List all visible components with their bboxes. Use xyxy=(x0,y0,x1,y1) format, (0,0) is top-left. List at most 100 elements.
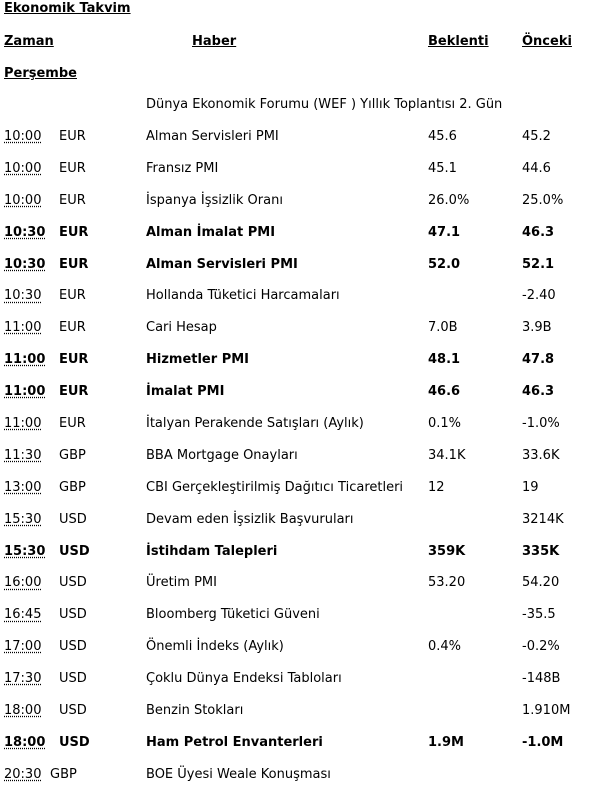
row-currency: USD xyxy=(59,543,90,559)
row-previous: 52.1 xyxy=(522,256,555,272)
row-time: 11:00 xyxy=(4,416,42,432)
table-row: 10:30 EUR Hollanda Tüketici Harcamaları -2.… xyxy=(0,288,599,320)
row-previous: 46.3 xyxy=(522,384,555,400)
row-event: Çoklu Dünya Endeksi Tabloları xyxy=(146,671,342,687)
row-expected: 34.1K xyxy=(428,447,466,463)
row-previous: 46.3 xyxy=(522,224,555,240)
header-event: Haber xyxy=(192,34,237,49)
row-time: 15:30 xyxy=(4,543,46,559)
row-currency: EUR xyxy=(59,129,86,144)
row-event: Cari Hesap xyxy=(146,320,217,336)
table-row: 15:30 USD İstihdam Talepleri 359K 335K xyxy=(0,544,599,576)
row-expected: 0.1% xyxy=(428,416,462,432)
row-event: İspanya İşsizlik Oranı xyxy=(146,192,283,208)
row-time: 18:00 xyxy=(4,734,46,750)
table-row: 11:00 EUR İmalat PMI 46.6 46.3 xyxy=(0,384,599,416)
row-currency: EUR xyxy=(59,352,89,368)
row-currency: GBP xyxy=(59,447,86,463)
row-expected: 52.0 xyxy=(428,256,461,272)
row-time: 11:00 xyxy=(4,320,42,336)
table-row: 11:00 EUR Cari Hesap 7.0B 3.9B xyxy=(0,320,599,352)
row-time: 10:30 xyxy=(4,288,42,304)
row-expected: 46.6 xyxy=(428,384,461,400)
row-currency: USD xyxy=(59,511,87,527)
row-previous: -0.2% xyxy=(522,639,560,655)
row-event: Alman İmalat PMI xyxy=(146,224,276,240)
row-event: Fransız PMI xyxy=(146,160,219,176)
table-row: 16:00 USD Üretim PMI 53.20 54.20 xyxy=(0,575,599,607)
row-time: 11:30 xyxy=(4,447,42,463)
row-previous: -1.0M xyxy=(522,734,564,750)
row-time: 10:30 xyxy=(4,256,46,272)
row-event: Bloomberg Tüketici Güveni xyxy=(146,607,320,623)
row-currency: GBP xyxy=(50,766,77,782)
row-event: Alman Servisleri PMI xyxy=(146,256,298,272)
row-expected: 48.1 xyxy=(428,352,461,368)
row-event: İstihdam Talepleri xyxy=(146,543,278,559)
row-event: Hizmetler PMI xyxy=(146,352,249,368)
row-time: 17:00 xyxy=(4,639,42,655)
table-row: 10:00 EUR Fransız PMI 45.1 44.6 xyxy=(0,161,599,193)
table-row: 18:00 USD Benzin Stokları 1.910M xyxy=(0,703,599,735)
row-previous: 25.0% xyxy=(522,192,564,208)
row-event: CBI Gerçekleştirilmiş Dağıtıcı Ticaretle… xyxy=(146,479,404,495)
row-previous: -148B xyxy=(522,671,561,687)
row-previous: 3.9B xyxy=(522,320,552,336)
header-time: Zaman xyxy=(4,34,54,49)
row-currency: EUR xyxy=(59,224,89,240)
row-expected: 53.20 xyxy=(428,575,466,591)
row-event: Üretim PMI xyxy=(146,575,217,591)
row-time: 13:00 xyxy=(4,479,42,495)
table-row: 20:30 GBP BOE Üyesi Weale Konuşması xyxy=(0,767,599,799)
table-row: 17:00 USD Önemli İndeks (Aylık) 0.4% -0.2% xyxy=(0,639,599,671)
row-previous: 54.20 xyxy=(522,575,560,591)
row-expected: 7.0B xyxy=(428,320,458,336)
row-previous: -2.40 xyxy=(522,288,556,304)
row-event: Önemli İndeks (Aylık) xyxy=(146,639,284,655)
row-previous: 19 xyxy=(522,479,539,495)
row-time: 15:30 xyxy=(4,511,42,527)
table-row: 11:00 EUR İtalyan Perakende Satışları (Ayl… xyxy=(0,416,599,448)
row-time: 10:00 xyxy=(4,129,42,144)
row-previous: -35.5 xyxy=(522,607,556,623)
row-previous: 33.6K xyxy=(522,447,560,463)
row-event: BBA Mortgage Onayları xyxy=(146,447,298,463)
row-event: İtalyan Perakende Satışları (Aylık) xyxy=(146,416,364,432)
row-event: Ham Petrol Envanterleri xyxy=(146,734,323,750)
table-row: 11:00 EUR Hizmetler PMI 48.1 47.8 xyxy=(0,352,599,384)
day-label: Perşembe xyxy=(4,66,77,81)
row-currency: EUR xyxy=(59,192,86,208)
row-time: 18:00 xyxy=(4,703,42,719)
row-expected: 45.1 xyxy=(428,160,457,176)
row-currency: EUR xyxy=(59,384,89,400)
row-currency: USD xyxy=(59,671,87,687)
row-currency: USD xyxy=(59,607,87,623)
row-expected: 359K xyxy=(428,543,466,559)
calendar-table: 10:00 EUR Alman Servisleri PMI 45.6 45.2 10:0… xyxy=(0,129,599,799)
row-event: Hollanda Tüketici Harcamaları xyxy=(146,288,340,304)
row-event: Benzin Stokları xyxy=(146,703,244,719)
row-time: 10:00 xyxy=(4,192,42,208)
row-previous: -1.0% xyxy=(522,416,560,432)
row-expected: 47.1 xyxy=(428,224,461,240)
row-currency: GBP xyxy=(59,479,86,495)
row-expected: 0.4% xyxy=(428,639,462,655)
table-row: 11:30 GBP BBA Mortgage Onayları 34.1K 33.6K xyxy=(0,448,599,480)
row-expected: 1.9M xyxy=(428,734,464,750)
row-time: 11:00 xyxy=(4,384,46,400)
row-currency: EUR xyxy=(59,288,86,304)
row-currency: EUR xyxy=(59,416,86,432)
row-previous: 3214K xyxy=(522,511,564,527)
row-event: İmalat PMI xyxy=(146,384,225,400)
table-row: 10:00 EUR Alman Servisleri PMI 45.6 45.2 xyxy=(0,129,599,161)
row-currency: USD xyxy=(59,575,87,591)
header-previous: Önceki xyxy=(522,34,572,49)
row-currency: EUR xyxy=(59,256,89,272)
table-row: 10:00 EUR İspanya İşsizlik Oranı 26.0% 25.0% xyxy=(0,193,599,225)
table-row: 15:30 USD Devam eden İşsizlik Başvuruları 3… xyxy=(0,512,599,544)
row-previous: 47.8 xyxy=(522,352,555,368)
row-previous: 335K xyxy=(522,543,560,559)
table-row: 16:45 USD Bloomberg Tüketici Güveni -35.5 xyxy=(0,607,599,639)
row-currency: USD xyxy=(59,639,87,655)
